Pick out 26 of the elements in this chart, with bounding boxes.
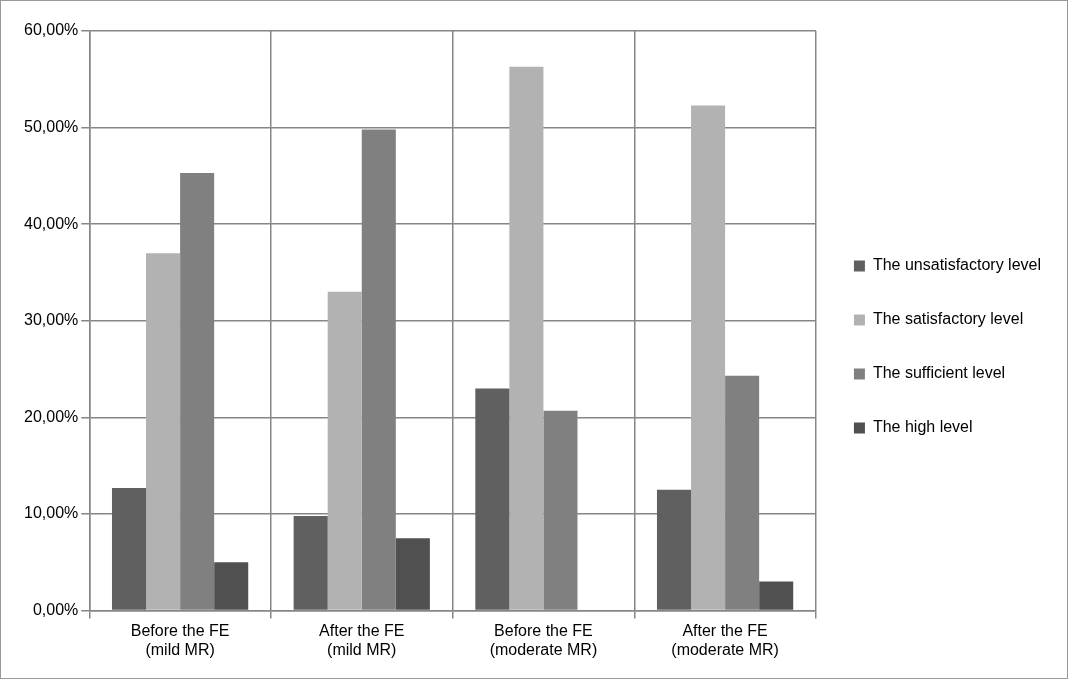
- y-tick-label: 50,00%: [24, 118, 79, 136]
- legend-label: The unsatisfactory level: [872, 256, 1041, 274]
- bar: [656, 489, 692, 610]
- x-tick-label: Before the FE (mild MR): [130, 621, 230, 658]
- x-tick-label: After the FE (mild MR): [319, 621, 405, 658]
- bar: [691, 105, 726, 610]
- y-tick-label: 60,00%: [24, 21, 79, 39]
- bar: [509, 66, 544, 610]
- bar: [293, 515, 328, 610]
- y-tick-label: 10,00%: [24, 504, 79, 522]
- y-tick-label: 30,00%: [24, 311, 79, 329]
- x-tick-label: Before the FE (moderate MR): [489, 621, 598, 658]
- legend-label: The high level: [872, 418, 973, 436]
- legend-label: The sufficient level: [872, 364, 1006, 382]
- bar: [327, 291, 362, 610]
- y-tick-label: 0,00%: [32, 601, 79, 619]
- bar: [395, 538, 430, 610]
- bar: [214, 562, 249, 610]
- bar: [146, 253, 181, 610]
- legend-label: The satisfactory level: [872, 310, 1024, 328]
- y-tick-label: 20,00%: [24, 407, 79, 425]
- y-tick-label: 40,00%: [24, 214, 79, 232]
- x-tick-label: After the FE (moderate MR): [671, 621, 779, 658]
- bar: [475, 388, 510, 610]
- bar: [111, 487, 147, 610]
- bar: [759, 581, 794, 610]
